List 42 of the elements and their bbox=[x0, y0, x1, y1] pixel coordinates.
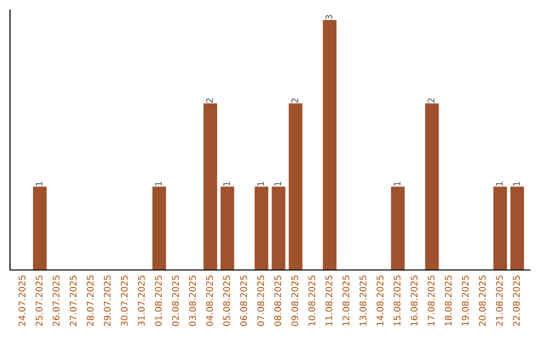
x-tick-label: 21.08.2025 bbox=[496, 276, 503, 326]
x-tick-label: 31.07.2025 bbox=[138, 276, 145, 326]
x-tick-label: 27.07.2025 bbox=[70, 276, 77, 326]
data-label: 3 bbox=[325, 14, 332, 20]
data-label: 1 bbox=[496, 182, 503, 186]
x-tick-label: 28.07.2025 bbox=[86, 276, 94, 326]
data-label: 1 bbox=[394, 182, 400, 186]
x-tick-label: 10.08.2025 bbox=[308, 276, 316, 326]
data-label: 2 bbox=[206, 98, 213, 103]
x-tick-label: 17.08.2025 bbox=[428, 276, 435, 326]
x-tick-label: 12.08.2025 bbox=[342, 276, 350, 326]
x-tick-label: 02.08.2025 bbox=[172, 276, 179, 326]
x-tick-label: 11.08.2025 bbox=[325, 276, 332, 326]
data-label: 1 bbox=[36, 182, 42, 186]
x-tick-label: 05.08.2025 bbox=[223, 276, 230, 326]
x-tick-label: 25.07.2025 bbox=[36, 276, 42, 326]
x-tick-label: 20.08.2025 bbox=[478, 276, 486, 326]
data-label: 2 bbox=[291, 98, 298, 103]
x-tick-label: 08.08.2025 bbox=[274, 276, 282, 326]
x-tick-label: 01.08.2025 bbox=[154, 276, 162, 326]
x-tick-label: 07.08.2025 bbox=[257, 276, 264, 326]
data-label: 1 bbox=[513, 182, 520, 186]
x-tick-label: 09.08.2025 bbox=[291, 276, 298, 326]
x-tick-label: 19.08.2025 bbox=[462, 276, 469, 326]
x-tick-label: 04.08.2025 bbox=[206, 276, 213, 326]
data-label: 1 bbox=[223, 182, 230, 186]
x-tick-label: 24.07.2025 bbox=[18, 276, 26, 326]
x-tick-label: 14.08.2025 bbox=[376, 276, 384, 326]
x-tick-label: 22.08.2025 bbox=[513, 276, 520, 326]
x-tick-label: 03.08.2025 bbox=[189, 276, 196, 326]
x-tick-label: 06.08.2025 bbox=[240, 276, 248, 326]
data-label: 1 bbox=[257, 182, 264, 186]
data-label: 1 bbox=[274, 182, 282, 186]
x-tick-label: 18.08.2025 bbox=[444, 276, 452, 326]
x-tick-label: 30.07.2025 bbox=[120, 276, 128, 326]
x-tick-label: 29.07.2025 bbox=[104, 276, 111, 326]
x-tick-label: 26.07.2025 bbox=[52, 276, 60, 326]
data-label: 1 bbox=[155, 182, 162, 186]
x-tick-label: 16.08.2025 bbox=[410, 276, 418, 326]
x-tick-label: 15.08.2025 bbox=[394, 276, 400, 326]
data-label: 2 bbox=[428, 98, 434, 103]
x-tick-label: 13.08.2025 bbox=[360, 276, 366, 326]
